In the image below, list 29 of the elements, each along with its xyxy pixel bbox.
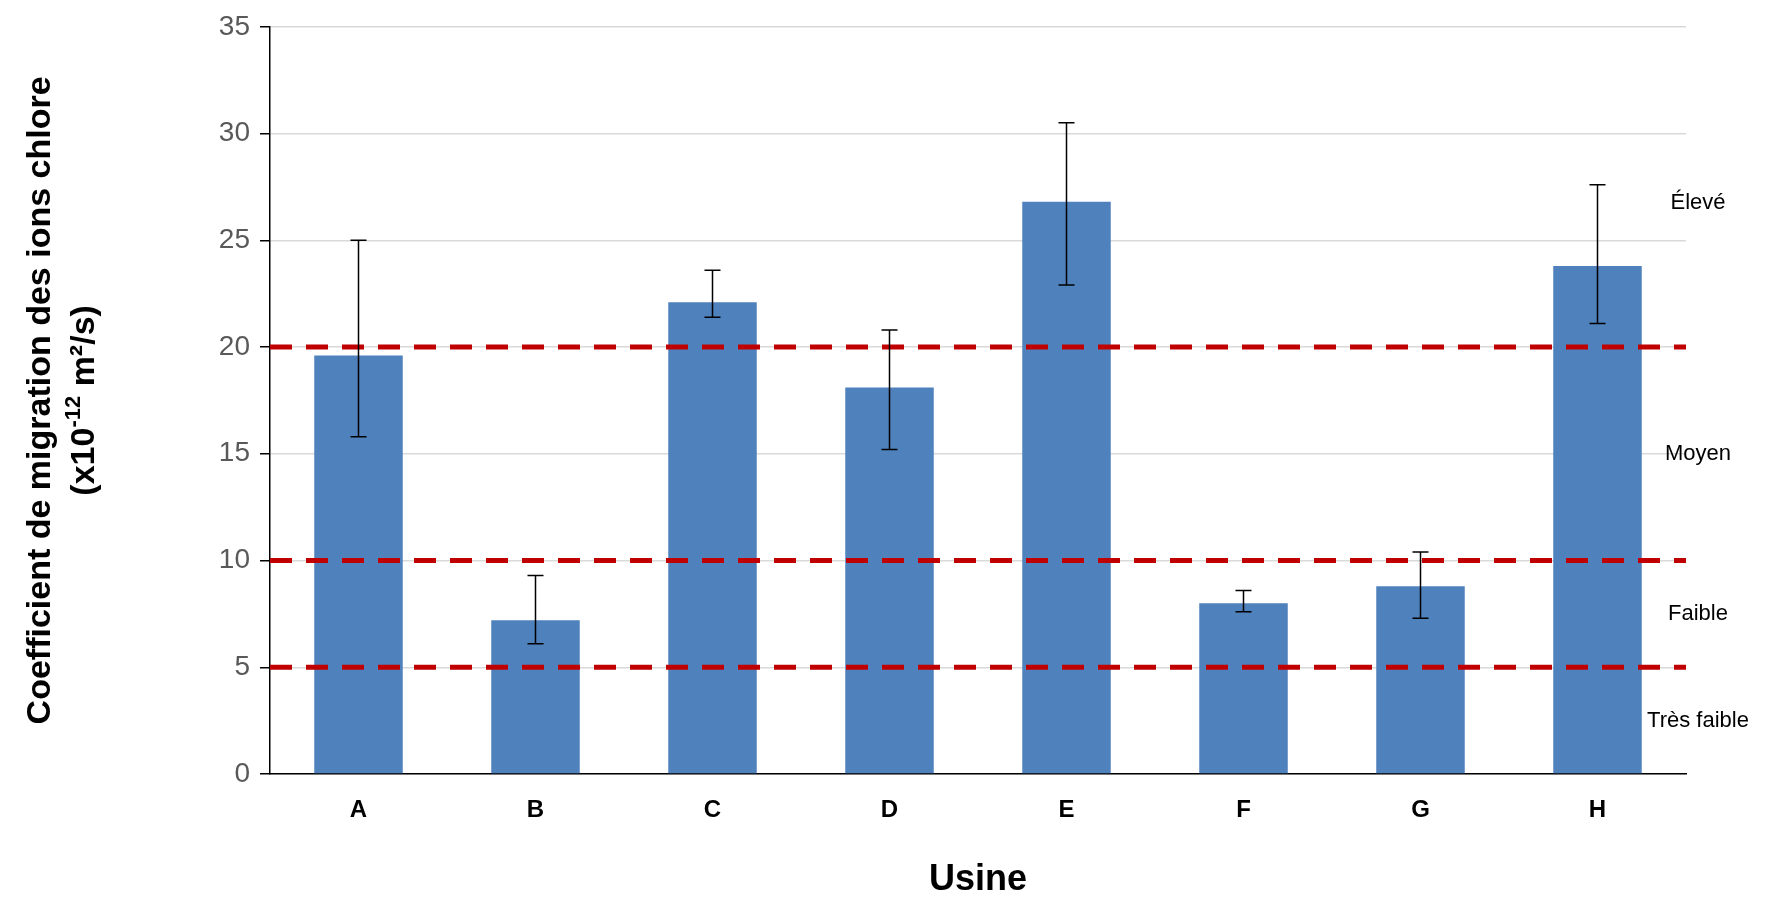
y-tick-label: 10 bbox=[218, 543, 250, 575]
bar bbox=[491, 620, 580, 774]
bar bbox=[668, 302, 757, 774]
x-tick-label: C bbox=[703, 795, 722, 823]
y-tick-label: 25 bbox=[218, 223, 250, 254]
x-tick-label: B bbox=[526, 795, 545, 823]
annotation: Très faible bbox=[1647, 706, 1749, 732]
y-tick-label: 20 bbox=[218, 329, 250, 361]
x-tick-label: D bbox=[880, 795, 899, 823]
x-tick-label: E bbox=[1058, 795, 1075, 823]
x-tick-label: A bbox=[349, 795, 368, 823]
annotation: Faible bbox=[1668, 599, 1728, 625]
x-axis-title: Usine bbox=[928, 857, 1028, 899]
y-tick-label: 35 bbox=[218, 9, 250, 41]
annotation: Moyen bbox=[1664, 439, 1732, 465]
x-tick-label: H bbox=[1588, 795, 1607, 823]
x-tick-label: G bbox=[1411, 795, 1430, 823]
bar bbox=[314, 355, 403, 774]
y-tick-label: 0 bbox=[234, 756, 250, 788]
x-tick-label: F bbox=[1236, 795, 1251, 823]
y-tick-label: 30 bbox=[218, 116, 250, 148]
bar bbox=[1022, 201, 1111, 774]
bar bbox=[1199, 603, 1288, 774]
bar bbox=[1553, 265, 1642, 774]
y-tick-label: 15 bbox=[218, 436, 250, 468]
annotation: Élevé bbox=[1670, 188, 1726, 214]
bar bbox=[845, 387, 934, 774]
bar bbox=[1376, 586, 1465, 774]
y-tick-label: 5 bbox=[234, 649, 250, 681]
